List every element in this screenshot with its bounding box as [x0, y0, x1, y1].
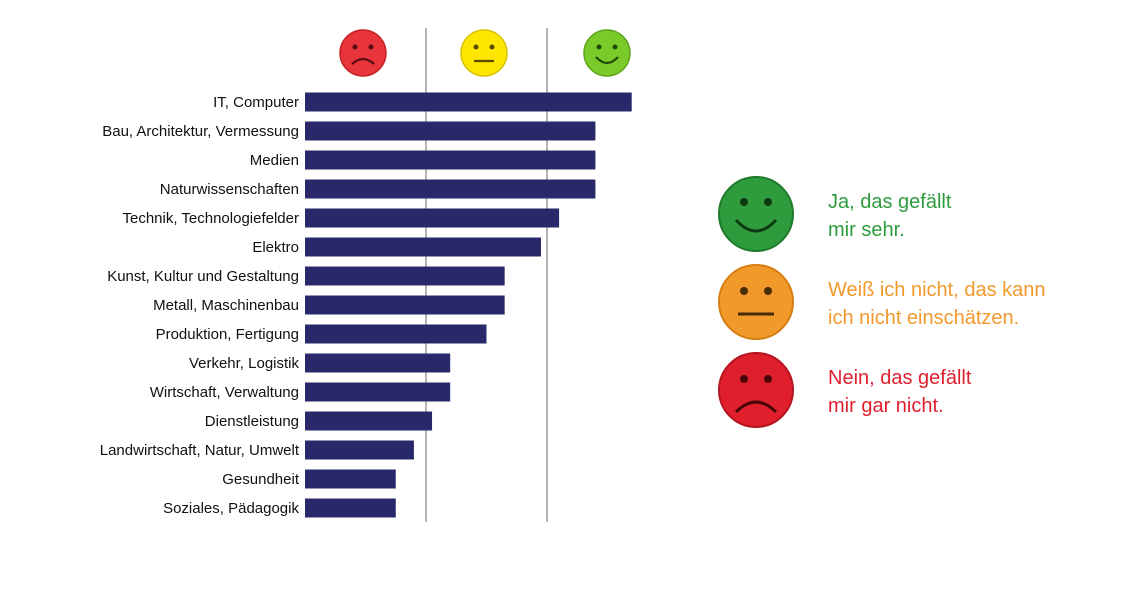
legend-line: ich nicht einschätzen.	[828, 307, 1020, 329]
category-label: Landwirtschaft, Natur, Umwelt	[100, 442, 300, 459]
category-label: IT, Computer	[213, 94, 299, 111]
category-label: Wirtschaft, Verwaltung	[150, 384, 299, 401]
legend-text-neutral: Weiß ich nicht, das kann ich nicht einsc…	[828, 276, 1046, 332]
bar	[305, 179, 596, 199]
legend-text-sad: Nein, das gefällt mir gar nicht.	[828, 364, 971, 420]
legend-line: mir gar nicht.	[828, 395, 944, 417]
happy-face-icon	[718, 176, 794, 252]
bar	[305, 324, 487, 344]
category-label: Kunst, Kultur und Gestaltung	[107, 268, 299, 285]
header-sad-face-icon	[339, 29, 387, 77]
category-label: Soziales, Pädagogik	[163, 500, 299, 517]
header-neutral-face-icon	[460, 29, 508, 77]
legend-item-neutral: Weiß ich nicht, das kann ich nicht einsc…	[716, 262, 1136, 350]
category-label: Technik, Technologiefelder	[122, 210, 299, 227]
category-label: Bau, Architektur, Vermessung	[102, 123, 299, 140]
bar	[305, 469, 396, 489]
bar	[305, 382, 451, 402]
bar	[305, 353, 451, 373]
legend-line: Nein, das gefällt	[828, 367, 972, 389]
bar	[305, 150, 596, 170]
bar	[305, 411, 433, 431]
bar	[305, 498, 396, 518]
bar	[305, 266, 505, 286]
bar	[305, 92, 632, 112]
category-label: Naturwissenschaften	[160, 181, 299, 198]
bar	[305, 121, 596, 141]
bar-chart: IT, Computer Bau, Architektur, Vermessung…	[100, 28, 632, 522]
legend-line: mir sehr.	[828, 219, 905, 241]
category-label: Verkehr, Logistik	[189, 355, 300, 372]
sad-face-icon	[718, 352, 794, 428]
category-label: Gesundheit	[222, 471, 300, 488]
bar	[305, 440, 414, 460]
bar	[305, 208, 560, 228]
legend-line: Ja, das gefällt	[828, 191, 952, 213]
legend: Ja, das gefällt mir sehr. Weiß ich nicht…	[716, 174, 1136, 438]
category-label: Produktion, Fertigung	[156, 326, 299, 343]
header-happy-face-icon	[583, 29, 631, 77]
category-label: Medien	[250, 152, 299, 169]
bar	[305, 237, 541, 257]
category-label: Dienstleistung	[205, 413, 299, 430]
legend-text-happy: Ja, das gefällt mir sehr.	[828, 188, 951, 244]
legend-line: Weiß ich nicht, das kann	[828, 279, 1046, 301]
legend-item-happy: Ja, das gefällt mir sehr.	[716, 174, 1136, 262]
bar	[305, 295, 505, 315]
neutral-face-icon	[718, 264, 794, 340]
category-label: Metall, Maschinenbau	[153, 297, 299, 314]
legend-item-sad: Nein, das gefällt mir gar nicht.	[716, 350, 1136, 438]
category-label: Elektro	[252, 239, 299, 256]
